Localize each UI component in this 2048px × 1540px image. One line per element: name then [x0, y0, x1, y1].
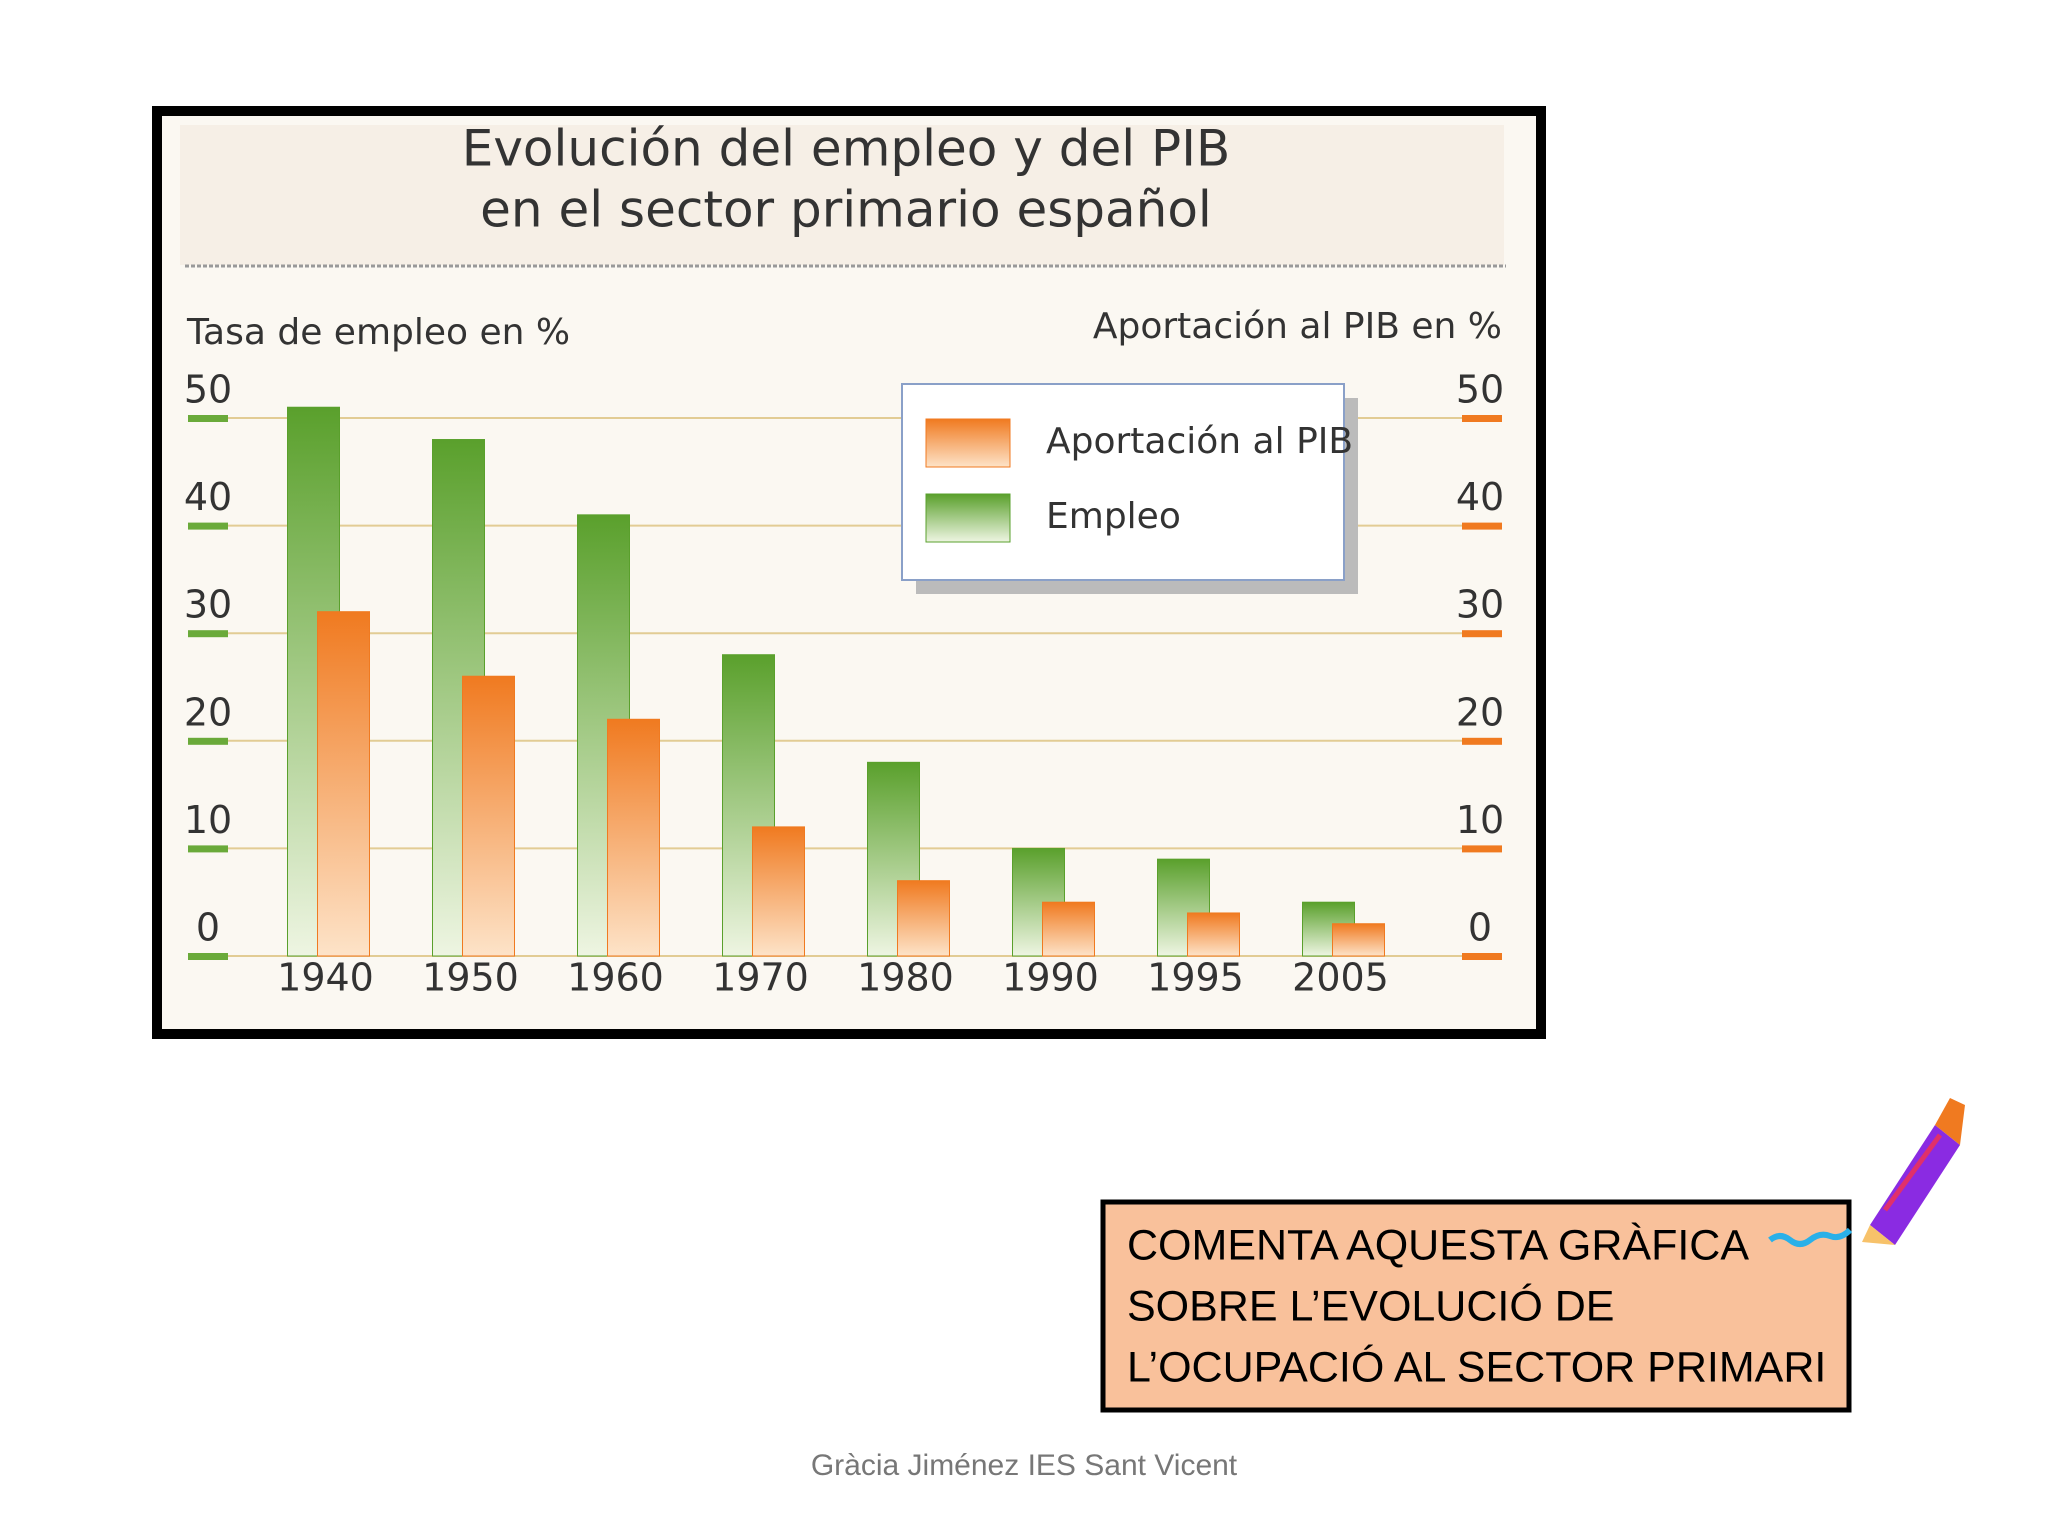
legend-label: Empleo — [1046, 496, 1181, 537]
y2-tick-label: 50 — [1456, 368, 1504, 412]
y-tick-mark — [188, 522, 228, 530]
plot: 0 10 20 30 40 50 0 10 20 30 40 50 1940 1950 1960 1970 19… — [184, 368, 1504, 1000]
y2-axis-label: Aportación al PIB en % — [1093, 306, 1502, 347]
y2-tick-label: 20 — [1456, 690, 1504, 734]
y2-tick-mark — [1462, 415, 1502, 422]
pencil-icon — [1768, 1098, 1965, 1247]
y2-tick-mark — [1462, 522, 1502, 530]
chart-title: Evolución del empleo y del PIB — [462, 120, 1231, 178]
x-tick-label: 1990 — [1002, 956, 1099, 1000]
y-tick-label: 0 — [196, 906, 220, 950]
y-tick-mark — [188, 415, 228, 422]
bar — [317, 611, 370, 957]
y-tick-label: 40 — [184, 475, 232, 519]
y-tick-label: 50 — [184, 368, 232, 412]
chart-title: en el sector primario español — [480, 181, 1212, 239]
y-tick-mark — [188, 845, 228, 853]
y-axis-label: Tasa de empleo en % — [186, 312, 570, 353]
legend-entries: Aportación al PIB Empleo — [925, 418, 1353, 543]
y-tick-label: 20 — [184, 690, 232, 734]
y-tick-label: 10 — [184, 798, 232, 842]
x-tick-label: 1950 — [422, 956, 519, 1000]
bar — [897, 880, 950, 957]
y2-tick-label: 0 — [1468, 906, 1492, 950]
y2-tick-mark — [1462, 845, 1502, 853]
bar — [1187, 912, 1240, 957]
legend-label: Aportación al PIB — [1046, 421, 1353, 462]
x-tick-label: 1940 — [277, 956, 374, 1000]
x-tick-label: 2005 — [1292, 956, 1389, 1000]
bar — [752, 826, 805, 957]
bar — [1332, 923, 1385, 957]
y-tick-mark — [188, 953, 228, 960]
x-tick-label: 1980 — [857, 956, 954, 1000]
x-tick-label: 1960 — [567, 956, 664, 1000]
y2-tick-mark — [1462, 737, 1502, 745]
bar — [1042, 901, 1095, 957]
task-text: SOBRE L’EVOLUCIÓ DE — [1127, 1282, 1615, 1330]
legend — [901, 383, 1345, 581]
y2-tick-label: 30 — [1456, 583, 1504, 627]
y-tick-label: 30 — [184, 583, 232, 627]
legend-swatch — [925, 418, 1011, 468]
task-text: L’OCUPACIÓ AL SECTOR PRIMARI — [1127, 1343, 1826, 1391]
x-tick-label: 1995 — [1147, 956, 1244, 1000]
footer: Gràcia Jiménez IES Sant Vicent — [811, 1449, 1238, 1482]
y2-tick-label: 40 — [1456, 475, 1504, 519]
y2-tick-mark — [1462, 953, 1502, 960]
legend-swatch — [925, 493, 1011, 543]
x-tick-label: 1970 — [712, 956, 809, 1000]
bar — [462, 675, 515, 957]
task-text: COMENTA AQUESTA GRÀFICA — [1127, 1221, 1749, 1269]
task-box — [1100, 1199, 1852, 1413]
title-band — [180, 125, 1504, 265]
y-tick-mark — [188, 737, 228, 745]
y2-tick-label: 10 — [1456, 798, 1504, 842]
y-tick-mark — [188, 630, 228, 638]
bar — [607, 718, 660, 957]
y2-tick-mark — [1462, 630, 1502, 638]
